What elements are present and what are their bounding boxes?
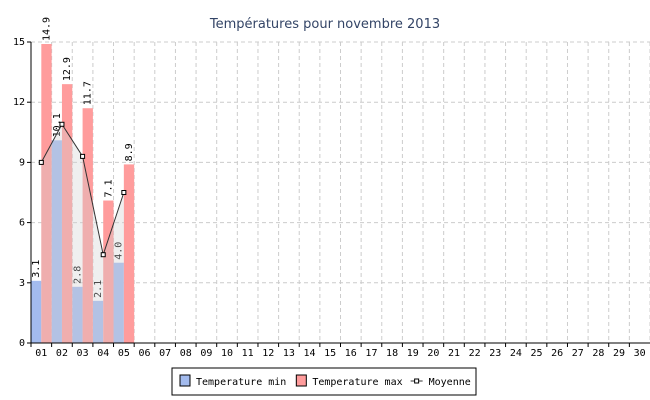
y-tick-label: 9 [19,157,25,168]
x-tick-label: 02 [56,348,68,359]
value-label: 12.9 [62,57,73,81]
value-label: 4.0 [114,242,125,260]
value-label: 2.8 [72,266,83,284]
x-tick-label: 30 [634,348,646,359]
x-tick-label: 14 [304,348,316,359]
value-label: 2.1 [93,280,104,298]
x-tick-label: 07 [159,348,171,359]
value-label: 8.9 [124,143,135,161]
x-tick-label: 08 [180,348,192,359]
legend-label: Moyenne [429,377,471,388]
x-tick-label: 27 [572,348,584,359]
x-tick-label: 26 [551,348,563,359]
line-area [41,124,124,343]
x-tick-label: 06 [138,348,150,359]
value-label: 3.1 [31,260,42,278]
bar [51,140,62,343]
bar [72,286,83,343]
x-tick-label: 12 [262,348,274,359]
bar [123,164,135,343]
line-marker [38,159,44,165]
value-label: 11.7 [83,81,94,105]
legend-swatch [179,374,191,387]
x-tick-label: 21 [448,348,460,359]
legend-swatch [295,374,307,387]
value-label: 7.1 [103,179,114,197]
line-marker [80,153,86,159]
y-tick-label: 0 [19,338,25,349]
x-tick-label: 24 [510,348,522,359]
x-tick-label: 20 [427,348,439,359]
bar [113,262,124,343]
x-tick-label: 01 [35,348,47,359]
x-tick-label: 11 [242,348,254,359]
x-tick-label: 18 [386,348,398,359]
x-tick-label: 19 [407,348,419,359]
legend-marker [414,378,420,384]
bar [82,108,93,343]
x-tick-label: 03 [77,348,89,359]
x-tick-label: 17 [365,348,377,359]
x-tick-label: 10 [221,348,233,359]
bar [92,300,104,343]
x-tick-label: 22 [469,348,481,359]
x-tick-label: 29 [613,348,625,359]
y-tick-label: 3 [19,278,25,289]
value-label: 14.9 [41,17,52,41]
x-tick-label: 15 [324,348,336,359]
x-tick-label: 09 [200,348,212,359]
line-marker [100,252,106,258]
x-tick-label: 23 [489,348,501,359]
x-tick-label: 13 [283,348,295,359]
bar [61,84,73,343]
x-tick-label: 25 [530,348,542,359]
bar [31,280,42,343]
legend-box [171,367,477,396]
x-tick-label: 05 [118,348,130,359]
line-marker [121,190,127,195]
bar [103,200,114,343]
y-tick-label: 6 [19,218,25,229]
x-tick-label: 28 [592,348,604,359]
bar [41,44,52,344]
y-tick-label: 15 [13,37,25,48]
x-tick-label: 16 [345,348,357,359]
value-label: 10.1 [52,113,63,137]
y-tick-label: 12 [13,97,25,108]
legend-label: Temperature min [196,377,286,388]
chart-title: Températures pour novembre 2013 [209,17,440,32]
x-tick-label: 04 [97,348,109,359]
line-marker [59,121,65,127]
legend-label: Temperature max [312,377,402,388]
